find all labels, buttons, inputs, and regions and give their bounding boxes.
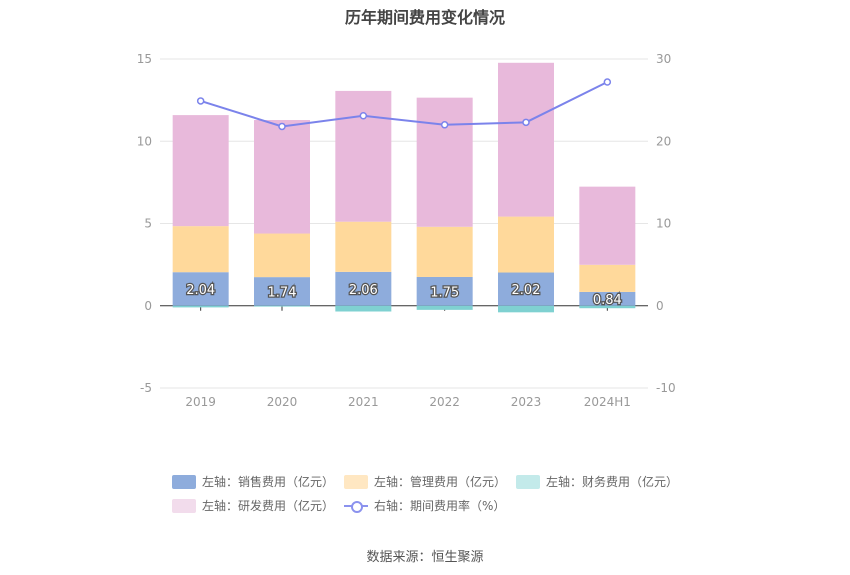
bar-value-label: 2.02 [512,283,541,298]
expense-rate-point [440,121,449,129]
legend-label-sales: 左轴：销售费用（亿元） [202,475,335,489]
bar [416,305,473,310]
bar [498,272,554,306]
legend-label-rd: 左轴：研发费用（亿元） [202,499,335,513]
x-tick-label: 2022 [429,395,460,409]
bar [498,216,554,273]
bar [416,226,473,277]
chart-title: 历年期间费用变化情况 [344,8,505,27]
bar [579,291,636,306]
x-tick-label: 2019 [185,395,216,409]
bar [254,120,310,234]
bar-value-label: 1.75 [430,285,459,300]
x-tick-label: 2020 [267,395,298,409]
y-left-tick-label: 0 [144,299,152,313]
y-right-tick-label: 10 [656,217,671,231]
y-left-tick-label: 5 [144,217,152,231]
y-left-tick-label: 10 [137,134,152,148]
bar [335,90,392,222]
legend-item-admin[interactable]: 左轴：管理费用（亿元） [344,473,506,490]
y-right-tick-label: 20 [656,134,671,148]
bar-value-label: 2.06 [349,283,378,298]
expense-rate-point [196,97,205,105]
expense-rate-line [200,81,608,128]
bar [254,233,310,278]
bar-value-label: 2.04 [186,283,215,298]
bar-value-label: 0.84 [593,293,622,308]
bar [579,264,636,292]
expense-rate-point [522,118,530,127]
y-left-tick-label: -5 [140,381,152,395]
y-right-tick-label: 30 [656,52,671,66]
y-right-tick-label: 0 [656,299,664,313]
legend-label-expense-rate: 右轴：期间费用率（%） [374,499,506,513]
bar [172,115,229,227]
y-right-tick-label: -10 [656,381,676,395]
y-left-tick-label: 15 [137,52,152,66]
x-tick-label: 2021 [348,395,379,409]
legend-item-rd[interactable]: 左轴：研发费用（亿元） [172,497,334,514]
bar [172,272,229,306]
bar [254,277,310,306]
bar [498,305,554,313]
legend-item-sales[interactable]: 左轴：销售费用（亿元） [172,473,334,490]
legend-swatch-expense-rate [344,499,368,513]
expense-rate-point [359,112,368,120]
x-tick-label: 2024H1 [584,395,631,409]
bar [172,226,229,273]
bar [579,305,636,309]
bar [416,276,473,306]
bar [498,62,554,217]
legend-swatch-finance [516,474,540,489]
data-source: 数据来源：恒生聚源 [366,550,484,565]
bar [335,271,392,306]
legend-swatch-sales [172,474,196,489]
legend-swatch-admin [344,474,368,489]
bar-value-label: 1.74 [268,285,297,300]
expense-chart: 15 10 5 0 -5 30 20 10 0 -10 2019 2020 2021 2022 2023 20… [137,52,676,409]
bar [416,97,473,227]
legend-label-admin: 左轴：管理费用（亿元） [374,475,507,489]
legend-swatch-rd [172,498,196,513]
legend-item-expense-rate[interactable]: 右轴：期间费用率（%） [344,497,505,514]
expense-rate-point [278,122,286,131]
bar [335,305,392,312]
legend-item-finance[interactable]: 左轴：财务费用（亿元） [516,473,678,490]
x-tick-label: 2023 [511,395,542,409]
bar [254,305,310,307]
bar [335,221,392,272]
expense-rate-point [603,78,612,86]
bar [172,305,229,308]
bar [579,186,636,265]
legend-label-finance: 左轴：财务费用（亿元） [546,475,679,489]
